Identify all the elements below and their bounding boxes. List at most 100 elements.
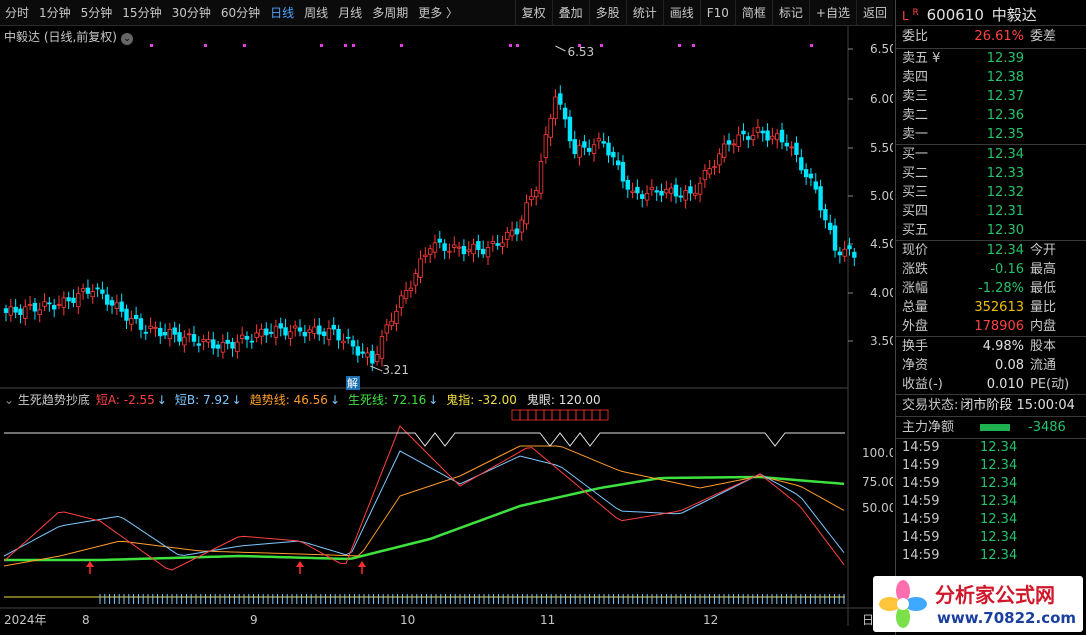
candle-body — [418, 258, 423, 278]
candle-body — [721, 143, 727, 158]
signal-dot — [578, 44, 581, 47]
candle-body — [746, 136, 751, 140]
tool-button-0[interactable]: 复权 — [514, 0, 552, 26]
trend-line — [3, 445, 845, 567]
candle-body — [186, 333, 192, 336]
period-tab-4[interactable]: 30分钟 — [171, 5, 211, 20]
candle-body — [162, 332, 168, 336]
stats-list: 现价 12.34 今开 涨跌 -0.16 最高 涨幅 -1.28% 最低 总量 352613 量比 外盘… — [896, 240, 1086, 336]
jie-badge — [346, 376, 360, 390]
tick-list: 14:59 12.34 14:59 12.34 14:59 12.34 14:59 12.34… — [896, 438, 1086, 565]
candle-body — [702, 170, 708, 181]
tool-button-6[interactable]: 简框 — [734, 0, 772, 26]
candle-body — [447, 250, 452, 253]
candle-body — [644, 193, 650, 201]
candle-body — [818, 186, 823, 211]
candle-body — [480, 248, 486, 255]
candle-body — [239, 334, 245, 339]
period-tab-7[interactable]: 周线 — [304, 5, 329, 20]
candle-body — [384, 324, 389, 334]
price-tick-label: 6.00 — [870, 92, 893, 106]
stat2-row: 换手 4.98% 股本 — [896, 337, 1086, 356]
period-tab-5[interactable]: 60分钟 — [220, 5, 261, 20]
candle-body — [572, 139, 577, 155]
indicator-value-4: 鬼指: -32.00 — [446, 393, 517, 407]
tool-button-5[interactable]: F10 — [699, 0, 735, 26]
tool-button-2[interactable]: 多股 — [588, 0, 626, 26]
candle-body — [182, 336, 187, 346]
candle-body — [399, 295, 404, 308]
date-axis-label: 12 — [703, 613, 718, 627]
candle-body — [558, 93, 563, 105]
tool-button-8[interactable]: +自选 — [808, 0, 856, 26]
candle-body — [659, 190, 664, 196]
chevron-down-icon[interactable]: ⌄ — [121, 33, 133, 45]
candle-body — [794, 142, 799, 155]
price-tick-label: 5.50 — [870, 141, 893, 155]
candle-body — [52, 304, 57, 310]
period-tab-0[interactable]: 分时 — [5, 5, 30, 20]
tick-time: 14:59 — [902, 476, 940, 491]
signal-dot — [678, 44, 681, 47]
candle-body — [413, 273, 418, 286]
candle-body — [8, 306, 14, 316]
tool-button-4[interactable]: 画线 — [662, 0, 700, 26]
watermark-url: www.70822.com — [937, 609, 1076, 627]
stat-row: 现价 12.34 今开 — [896, 241, 1086, 260]
stat-row: 外盘 178906 内盘 — [896, 317, 1086, 336]
candle-body — [124, 308, 129, 321]
indicator-arrow-3: ↓ — [428, 393, 439, 407]
candle-body — [442, 243, 447, 251]
period-tab-1[interactable]: 1分钟 — [39, 5, 71, 20]
stat-value: -0.16 — [990, 262, 1024, 277]
stat2-row: 收益(-) 0.010 PE(动) — [896, 375, 1086, 394]
period-tab-8[interactable]: 月线 — [338, 5, 363, 20]
tool-button-1[interactable]: 叠加 — [551, 0, 589, 26]
period-tab-6[interactable]: 日线 — [270, 5, 295, 20]
candle-body — [80, 288, 86, 292]
kline-chart[interactable]: 6.50 6.00 5.50 5.00 4.50 4.00 3.50 100.0 75.00 50… — [0, 26, 893, 635]
candle-body — [61, 297, 67, 308]
short-a-line — [3, 425, 845, 571]
candle-body — [133, 314, 139, 320]
tick-time: 14:59 — [902, 458, 940, 473]
period-tab-10[interactable]: 更多 〉 — [418, 5, 459, 20]
candle-body — [755, 126, 761, 133]
tool-button-9[interactable]: 返回 — [855, 0, 893, 26]
candle-body — [678, 195, 683, 198]
candle-body — [582, 141, 587, 148]
indicator-name: 生死趋势抄底 — [17, 393, 90, 407]
candle-body — [71, 297, 76, 304]
short-b-line — [3, 450, 845, 557]
ask-label: 卖一 — [902, 127, 929, 142]
chevron-down-icon[interactable]: ⌄ — [4, 393, 18, 407]
signal-dot — [400, 44, 403, 47]
candle-body — [832, 225, 838, 251]
candle-body — [693, 192, 698, 196]
candle-body — [278, 323, 283, 329]
period-toolbar: 分时 1分钟 5分钟 15分钟 30分钟 60分钟 日线 周线 月线 多周期 更多 〉 复权 叠加 多股… — [0, 0, 893, 26]
candle-body — [302, 332, 308, 337]
date-axis-label: 10 — [400, 613, 415, 627]
stats-list-2: 换手 4.98% 股本 净资 0.08 流通 收益(-) 0.010 PE(动) — [896, 336, 1086, 394]
tick-row: 14:59 12.34 — [896, 547, 1086, 565]
candle-body — [799, 157, 804, 171]
candle-body — [640, 194, 645, 199]
candle-body — [408, 287, 414, 291]
candle-body — [23, 306, 28, 319]
period-tab-9[interactable]: 多周期 — [372, 5, 409, 20]
tick-row: 14:59 12.34 — [896, 511, 1086, 529]
candle-body — [138, 318, 144, 330]
candle-body — [379, 335, 385, 359]
tick-price: 12.34 — [980, 494, 1018, 509]
bid-row: 买四 12.31 — [896, 202, 1086, 221]
tool-button-7[interactable]: 标记 — [771, 0, 809, 26]
tool-button-3[interactable]: 统计 — [625, 0, 663, 26]
indicator-tick-label: 75.00 — [862, 475, 893, 489]
stat-value: 12.34 — [986, 243, 1024, 258]
period-tab-3[interactable]: 15分钟 — [122, 5, 162, 20]
period-tab-2[interactable]: 5分钟 — [80, 5, 113, 20]
chart-title-text: 中毅达 (日线,前复权) — [4, 30, 117, 44]
stat-label: 外盘 — [902, 319, 929, 334]
date-axis-label: 11 — [540, 613, 555, 627]
